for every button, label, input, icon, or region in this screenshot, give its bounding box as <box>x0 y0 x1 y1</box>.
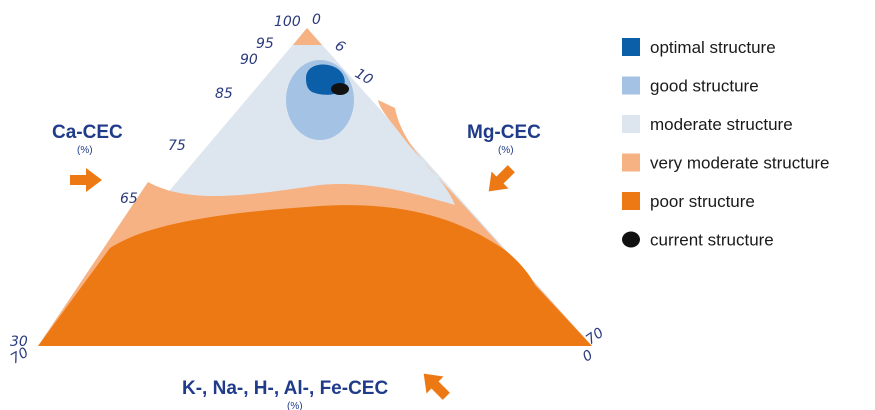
legend-swatch-optimal-structure <box>622 38 640 56</box>
mg-axis-title: Mg-CEC <box>467 122 541 143</box>
k-axis-unit: (%) <box>287 401 303 410</box>
current-structure-marker <box>331 83 349 95</box>
ca-tick-95: 95 <box>256 36 274 52</box>
ca-tick-100: 100 <box>274 14 301 30</box>
mg-direction-arrow-icon <box>488 165 515 192</box>
mg-tick-10: 10 <box>352 66 376 89</box>
legend-swatch-moderate-structure <box>622 115 640 133</box>
legend-swatch-very-moderate-structure <box>622 153 640 172</box>
legend-swatch-current-structure <box>622 231 640 248</box>
k-tick-70: 70 <box>8 345 32 368</box>
legend-label-very-moderate-structure: very moderate structure <box>650 154 830 173</box>
legend-label-current-structure: current structure <box>650 231 774 250</box>
mg-axis-unit: (%) <box>498 145 514 156</box>
very-moderate-tip-region <box>293 28 322 45</box>
legend-swatch-poor-structure <box>622 192 640 210</box>
ca-tick-85: 85 <box>215 86 233 102</box>
k-axis-title: K-, Na-, H-, Al-, Fe-CEC <box>182 378 388 399</box>
legend-label-moderate-structure: moderate structure <box>650 115 793 134</box>
legend-label-optimal-structure: optimal structure <box>650 38 776 57</box>
legend: optimal structure good structure moderate … <box>622 38 830 250</box>
mg-tick-6: 6 <box>332 38 348 56</box>
ca-axis-unit: (%) <box>77 145 93 156</box>
ca-tick-90: 90 <box>240 52 258 68</box>
ca-tick-65: 65 <box>120 191 138 207</box>
ca-tick-75: 75 <box>168 138 186 154</box>
ca-direction-arrow-icon <box>70 168 102 192</box>
ca-axis-title: Ca-CEC <box>52 122 123 143</box>
ca-tick-30: 30 <box>10 334 28 350</box>
poor-structure-region <box>38 205 592 346</box>
legend-label-good-structure: good structure <box>650 77 759 96</box>
legend-swatch-good-structure <box>622 76 640 95</box>
legend-label-poor-structure: poor structure <box>650 192 755 211</box>
k-direction-arrow-icon <box>423 373 450 400</box>
mg-tick-0: 0 <box>312 12 321 28</box>
k-tick-0: 0 <box>580 347 596 365</box>
